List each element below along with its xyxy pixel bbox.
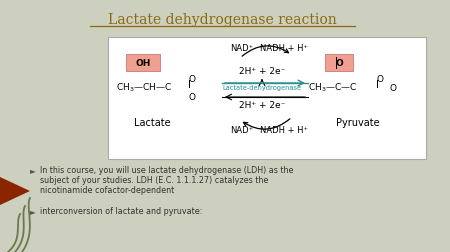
Polygon shape [0, 177, 30, 205]
FancyBboxPatch shape [325, 55, 353, 72]
FancyArrowPatch shape [242, 47, 288, 57]
Text: NAD⁺: NAD⁺ [230, 44, 253, 53]
Text: 2H⁺ + 2e⁻: 2H⁺ + 2e⁻ [239, 67, 285, 76]
Text: ►: ► [30, 206, 36, 215]
Text: O: O [377, 74, 383, 83]
Text: CH$_3$—CH—C: CH$_3$—CH—C [116, 81, 172, 94]
Text: 2H⁺ + 2e⁻: 2H⁺ + 2e⁻ [239, 101, 285, 110]
Text: nicotinamide cofactor-dependent: nicotinamide cofactor-dependent [40, 185, 174, 194]
Text: O: O [189, 92, 195, 101]
Text: CH$_3$—C—C: CH$_3$—C—C [308, 81, 357, 94]
Text: subject of your studies. LDH (E.C. 1.1.1.27) catalyzes the: subject of your studies. LDH (E.C. 1.1.1… [40, 175, 268, 184]
Text: NADH + H⁺: NADH + H⁺ [260, 125, 308, 135]
Text: OH: OH [135, 59, 151, 68]
Text: O: O [189, 74, 195, 83]
Text: ►: ► [30, 165, 36, 174]
Text: NAD⁺: NAD⁺ [230, 125, 253, 135]
Text: NADH + H⁺: NADH + H⁺ [260, 44, 308, 53]
Text: interconversion of lactate and pyruvate:: interconversion of lactate and pyruvate: [40, 206, 202, 215]
Text: Pyruvate: Pyruvate [336, 117, 380, 128]
FancyBboxPatch shape [126, 55, 160, 72]
Text: Lactate-dehydrogenase: Lactate-dehydrogenase [222, 85, 302, 91]
FancyArrowPatch shape [243, 119, 290, 130]
Text: Lactate dehydrogenase reaction: Lactate dehydrogenase reaction [108, 13, 337, 27]
FancyBboxPatch shape [108, 38, 426, 159]
Text: O: O [390, 83, 396, 92]
Text: O: O [335, 59, 343, 68]
Text: Lactate: Lactate [134, 117, 170, 128]
Text: In this course, you will use lactate dehydrogenase (LDH) as the: In this course, you will use lactate deh… [40, 165, 293, 174]
